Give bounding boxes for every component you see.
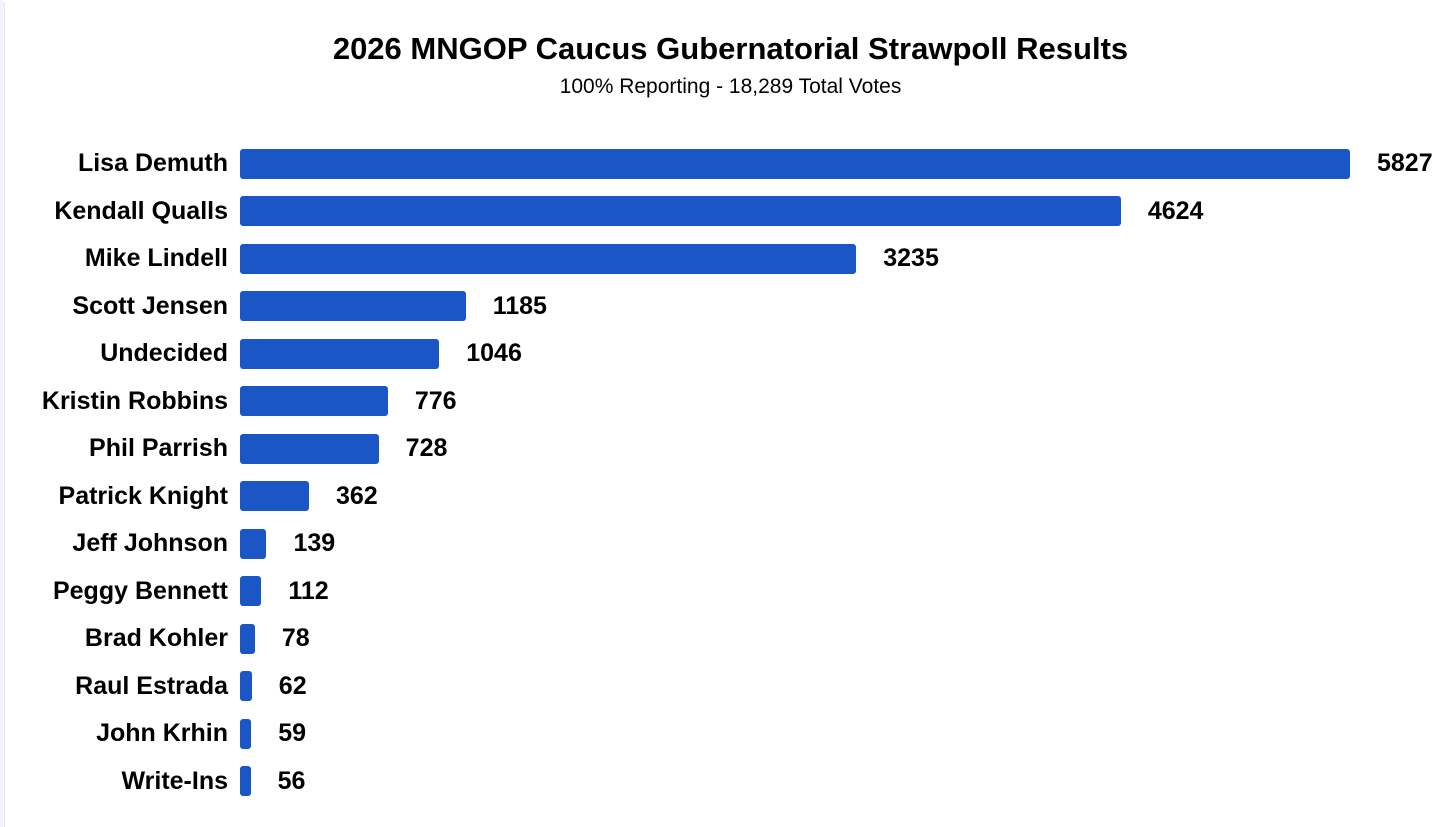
category-label: Jeff Johnson	[72, 529, 228, 558]
value-label: 3235	[883, 244, 939, 273]
category-label: John Krhin	[96, 719, 228, 748]
value-label: 59	[278, 719, 307, 748]
bar-chart: Lisa Demuth 5827 Kendall Qualls 4624 Mik…	[5, 140, 1456, 805]
value-label: 62	[278, 671, 307, 700]
bar-row: Kendall Qualls 4624	[5, 188, 1456, 236]
bar-area: 139	[240, 528, 1456, 559]
bar	[240, 671, 252, 702]
bar	[240, 291, 466, 322]
bar	[240, 576, 262, 607]
bar-area: 1046	[240, 338, 1456, 369]
category-label: Undecided	[100, 339, 228, 368]
value-label: 139	[293, 529, 336, 558]
bar-row: Patrick Knight 362	[5, 473, 1456, 521]
bar	[240, 481, 309, 512]
bar-row: Jeff Johnson 139	[5, 520, 1456, 568]
category-label: Mike Lindell	[84, 244, 228, 273]
bar	[240, 386, 388, 417]
bar-row: Raul Estrada 62	[5, 663, 1456, 711]
bar-area: 59	[240, 718, 1456, 749]
page-edge-stripe	[0, 0, 5, 827]
bar	[240, 718, 252, 749]
bar-area: 1185	[240, 291, 1456, 322]
category-label: Patrick Knight	[58, 481, 228, 510]
bar-row: Lisa Demuth 5827	[5, 140, 1456, 188]
chart-title: 2026 MNGOP Caucus Gubernatorial Strawpol…	[332, 31, 1129, 66]
bar-row: Undecided 1046	[5, 330, 1456, 378]
value-label: 728	[405, 434, 448, 463]
value-label: 1185	[492, 291, 547, 320]
category-label: Lisa Demuth	[77, 149, 228, 178]
bar-row: Peggy Bennett 112	[5, 568, 1456, 616]
value-label: 362	[335, 481, 378, 510]
bar-row: Kristin Robbins 776	[5, 378, 1456, 426]
value-label: 1046	[466, 339, 522, 368]
value-label: 56	[277, 766, 306, 795]
value-label: 4624	[1147, 196, 1204, 225]
bar-row: John Krhin 59	[5, 710, 1456, 758]
bar	[240, 623, 255, 654]
category-label: Peggy Bennett	[52, 576, 228, 605]
chart-subtitle: 100% Reporting - 18,289 Total Votes	[559, 75, 902, 98]
bar-row: Phil Parrish 728	[5, 425, 1456, 473]
category-label: Raul Estrada	[75, 671, 228, 700]
bar-area: 776	[240, 386, 1456, 417]
bar-area: 56	[240, 766, 1456, 797]
bar-area: 78	[240, 623, 1456, 654]
bar-area: 3235	[240, 243, 1456, 274]
category-label: Scott Jensen	[72, 291, 228, 320]
bar	[240, 243, 857, 274]
bar-area: 4624	[240, 196, 1456, 227]
bar	[240, 338, 440, 369]
bar	[240, 196, 1121, 227]
category-label: Kendall Qualls	[54, 196, 228, 225]
bar-row: Scott Jensen 1185	[5, 283, 1456, 331]
category-label: Brad Kohler	[84, 624, 228, 653]
bar-row: Mike Lindell 3235	[5, 235, 1456, 283]
category-label: Phil Parrish	[89, 434, 228, 463]
bar	[240, 528, 267, 559]
value-label: 78	[281, 624, 310, 653]
bar-area: 728	[240, 433, 1456, 464]
bar-area: 5827	[240, 148, 1456, 179]
bar-area: 362	[240, 481, 1456, 512]
bar-row: Write-Ins 56	[5, 758, 1456, 806]
bar-area: 62	[240, 671, 1456, 702]
category-label: Kristin Robbins	[41, 386, 228, 415]
bar-area: 112	[240, 576, 1456, 607]
bar	[240, 148, 1350, 179]
bar	[240, 766, 251, 797]
value-label: 5827	[1377, 149, 1433, 178]
category-label: Write-Ins	[121, 766, 229, 795]
bar	[240, 433, 379, 464]
strawpoll-chart-figure: 2026 MNGOP Caucus Gubernatorial Strawpol…	[5, 0, 1456, 805]
value-label: 776	[414, 386, 457, 415]
value-label: 112	[288, 576, 329, 605]
bar-row: Brad Kohler 78	[5, 615, 1456, 663]
